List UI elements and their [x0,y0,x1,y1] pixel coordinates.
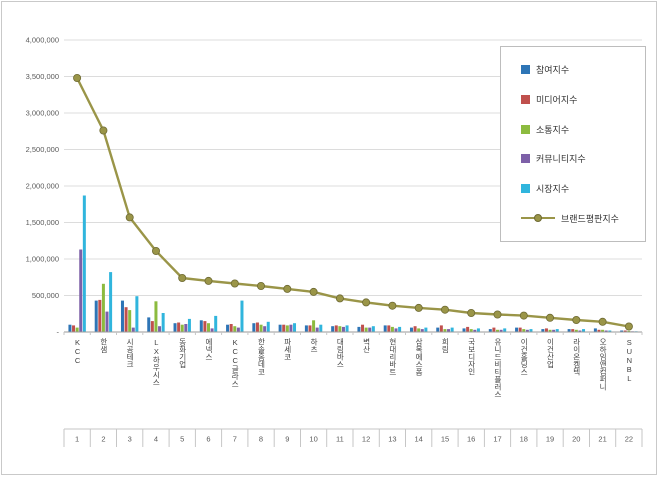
bar-series-4 [82,195,638,332]
legend-label: 미디어지수 [536,94,578,105]
svg-text:22: 22 [625,435,633,444]
svg-text:12: 12 [362,435,370,444]
svg-text:10: 10 [309,435,317,444]
svg-text:17: 17 [493,435,501,444]
legend-label: 브랜드평판지수 [561,213,619,224]
legend-item: 브랜드평판지수 [521,210,639,226]
legend-swatch-icon [521,94,530,104]
svg-text:1: 1 [75,435,79,444]
svg-text:3,500,000: 3,500,000 [26,72,59,81]
legend-item: 커뮤니티지수 [521,151,639,167]
y-axis-labels: - 500,000 1,000,000 1,500,000 2,000,000 2,500… [26,36,60,337]
brand-index-line [76,77,630,328]
svg-text:9: 9 [285,435,289,444]
bar-series-3 [79,249,634,332]
svg-text:19: 19 [546,435,554,444]
gridlines [64,39,642,296]
svg-text:8: 8 [259,435,263,444]
legend-label: 커뮤니티지수 [536,154,586,165]
svg-text:4: 4 [154,435,158,444]
bar-series-0 [68,300,624,332]
svg-text:5: 5 [180,435,184,444]
legend-item: 참여지수 [521,62,639,78]
svg-text:18: 18 [520,435,528,444]
legend-swatch-icon [521,124,530,134]
svg-text:-: - [57,328,60,337]
svg-text:4,000,000: 4,000,000 [26,36,59,45]
svg-text:2,500,000: 2,500,000 [26,145,59,154]
chart-canvas: - 500,000 1,000,000 1,500,000 2,000,000 2,500… [26,36,643,447]
svg-text:21: 21 [598,435,606,444]
bar-series-1 [72,299,627,332]
legend-swatch-icon [521,183,530,193]
legend-line-marker-icon [521,213,555,223]
brand-reputation-chart: - 500,000 1,000,000 1,500,000 2,000,000 2,500… [2,2,656,474]
legend-label: 참여지수 [536,65,570,76]
legend-item: 미디어지수 [521,91,639,107]
legend-swatch-icon [521,65,530,75]
svg-text:6: 6 [206,435,210,444]
brand-index-markers [73,74,633,331]
svg-text:11: 11 [336,435,344,444]
legend-label: 시장지수 [536,183,570,194]
legend-label: 소통지수 [536,124,570,135]
svg-text:1,000,000: 1,000,000 [26,255,59,264]
svg-text:2: 2 [101,435,105,444]
index-labels: 1 2 3 4 5 6 7 8 9 10 11 12 13 14 15 16 17 18 19 20 21 22 [75,435,633,444]
svg-text:2,000,000: 2,000,000 [26,182,59,191]
legend-swatch-icon [521,154,530,164]
svg-text:20: 20 [572,435,580,444]
svg-text:14: 14 [415,435,423,444]
svg-text:16: 16 [467,435,475,444]
svg-text:500,000: 500,000 [32,291,59,300]
svg-text:3: 3 [128,435,132,444]
svg-text:7: 7 [233,435,237,444]
legend-item: 소통지수 [521,121,639,137]
legend-item: 시장지수 [521,180,639,196]
svg-text:13: 13 [388,435,396,444]
svg-text:15: 15 [441,435,449,444]
axis-ticks [63,332,643,447]
bar-series-2 [75,283,631,332]
svg-text:3,000,000: 3,000,000 [26,109,59,118]
svg-text:1,500,000: 1,500,000 [26,218,59,227]
